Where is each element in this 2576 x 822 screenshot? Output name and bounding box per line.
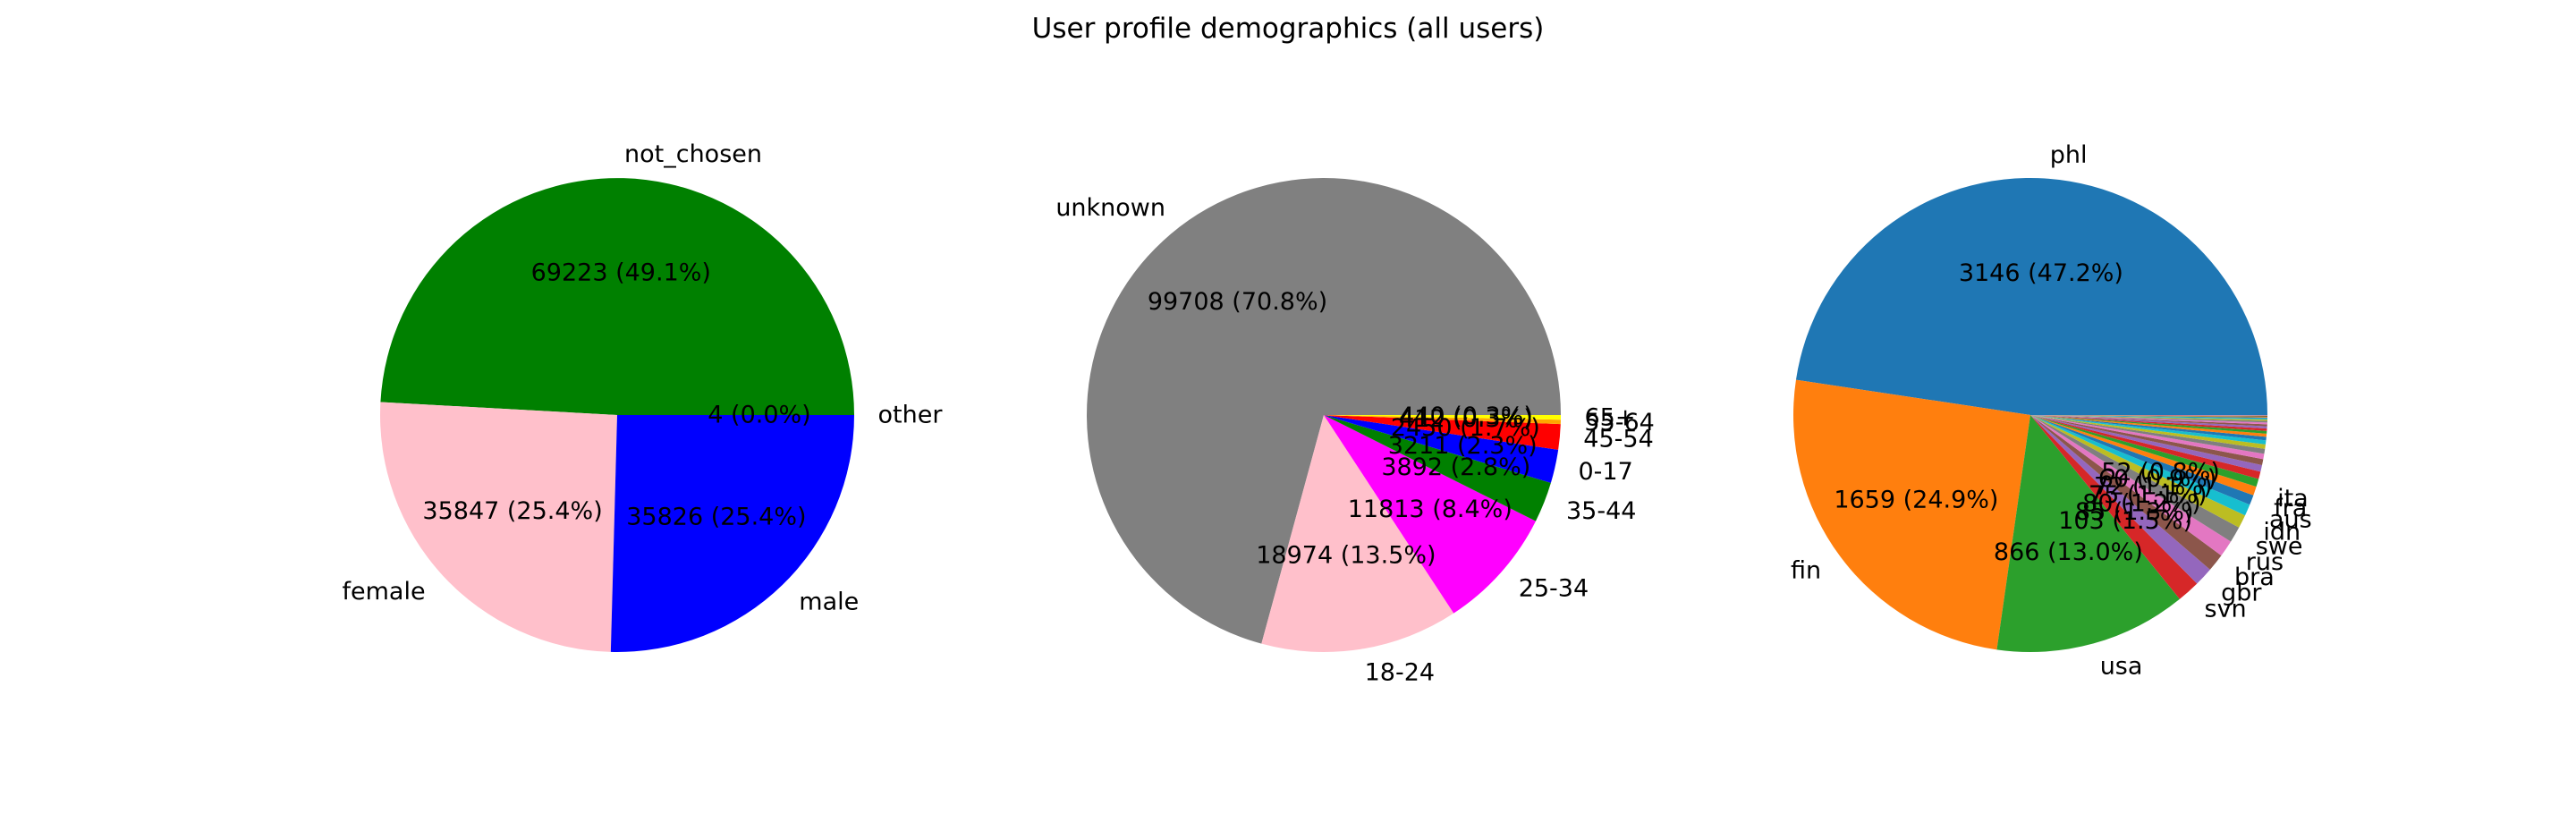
pie-slice-idn: [2030, 415, 2246, 528]
slice-label: idn: [2263, 519, 2301, 547]
pie-slice-item-19: [2030, 415, 2267, 445]
slice-label: 35-44: [1566, 497, 1636, 525]
pie-slice-0-17: [1324, 415, 1559, 483]
slice-label: 65+: [1585, 403, 1636, 431]
pie-slice-item-31: [2030, 415, 2267, 418]
slice-value-label: 75 (1.1%): [2089, 481, 2207, 509]
pie-slice-svn: [2030, 415, 2198, 599]
slice-label: 0-17: [1579, 458, 1633, 486]
pie-slice-item-29: [2030, 415, 2267, 420]
slice-value-label: 35847 (25.4%): [422, 497, 602, 525]
pie-slice-swe: [2030, 415, 2240, 542]
pie-slice-65+: [1324, 415, 1561, 420]
pie-slice-25-34: [1324, 415, 1536, 614]
slice-value-label: 72 (1.1%): [2094, 473, 2213, 501]
slice-value-label: 1659 (24.9%): [1834, 486, 1998, 513]
pie-slice-not_chosen: [380, 178, 854, 415]
pie-slice-item-12: [2030, 415, 2259, 487]
pie-slice-gbr: [2030, 415, 2210, 584]
slice-value-label: 103 (1.5%): [2058, 507, 2192, 535]
slice-label: other: [878, 402, 944, 429]
slice-value-label: 60 (0.9%): [2098, 465, 2217, 493]
slice-value-label: 85 (1.3%): [2075, 498, 2194, 526]
slice-label: ita: [2277, 485, 2309, 513]
pie-slice-item-35: [2030, 415, 2267, 416]
slice-value-label: 99708 (70.8%): [1148, 288, 1327, 316]
slice-label: 45-54: [1583, 426, 1653, 453]
slice-value-label: 11813 (8.4%): [1348, 496, 1513, 523]
pie-slice-item-25: [2030, 415, 2267, 427]
pie-slice-item-26: [2030, 415, 2267, 425]
slice-value-label: 52 (0.8%): [2101, 458, 2220, 486]
slice-label: 25-34: [1519, 574, 1589, 602]
pie-slice-ita: [2030, 415, 2257, 496]
slice-label: usa: [2100, 653, 2143, 681]
pie-slice-55-64: [1324, 415, 1561, 425]
pie-slice-item-13: [2030, 415, 2261, 479]
slice-value-label: 3146 (47.2%): [1959, 259, 2123, 287]
pie-slice-item-16: [2030, 415, 2265, 460]
pie-slice-item-28: [2030, 415, 2267, 421]
slice-label: fin: [1791, 557, 1821, 585]
pie-chart-2: unknown 99708 (70.8%) 18-24 18974 (13.5%) 25…: [1055, 177, 1655, 686]
pie-slice-item-17: [2030, 415, 2266, 454]
pie-slice-item-30: [2030, 415, 2267, 419]
slice-label: aus: [2269, 505, 2312, 533]
slice-value-label: 2450 (1.7%): [1391, 414, 1540, 442]
slice-value-label: 4 (0.0%): [708, 402, 810, 429]
pie-slice-male: [610, 415, 854, 652]
slice-label: 55-64: [1584, 409, 1654, 436]
pie-slice-fra: [2030, 415, 2254, 505]
slice-label: phl: [2050, 141, 2088, 169]
slice-value-label: 440 (0.3%): [1399, 403, 1533, 430]
pie-slice-item-23: [2030, 415, 2267, 431]
slice-label: female: [343, 578, 426, 606]
pie-slice-phl: [1795, 178, 2267, 415]
pie-chart-1: not_chosen 69223 (49.1%) female 35847 (25.4…: [343, 140, 944, 652]
slice-label: 18-24: [1365, 658, 1435, 686]
pie-slice-item-21: [2030, 415, 2267, 437]
pie-slice-item-27: [2030, 415, 2267, 423]
slice-label: fra: [2274, 495, 2307, 522]
pie-slice-18-24: [1261, 415, 1454, 652]
pie-slice-item-24: [2030, 415, 2267, 429]
slice-label: not_chosen: [624, 140, 762, 168]
slice-value-label: 80 (1.2%): [2082, 490, 2201, 518]
pie-slice-35-44: [1324, 415, 1551, 521]
slice-value-label: 35826 (25.4%): [626, 503, 806, 530]
pie-slice-item-36: [2030, 415, 2267, 416]
pie-slice-item-22: [2030, 415, 2267, 434]
pie-slice-rus: [2030, 415, 2232, 556]
figure-title: User profile demographics (all users): [1031, 13, 1545, 45]
slice-value-label: 3211 (2.3%): [1388, 432, 1538, 460]
pie-slice-female: [380, 402, 617, 652]
pie-slice-fin: [1793, 379, 2030, 650]
pie-slice-bra: [2030, 415, 2222, 570]
slice-value-label: 866 (13.0%): [1994, 538, 2143, 566]
pie-chart-3: phl 3146 (47.2%) fin 1659 (24.9%) usa 866 (13…: [1791, 141, 2312, 681]
pie-slice-item-14: [2030, 415, 2263, 472]
pie-slice-item-18: [2030, 415, 2266, 449]
slice-value-label: 18974 (13.5%): [1256, 542, 1436, 570]
slice-label: svn: [2205, 596, 2247, 623]
pie-slice-unknown: [1086, 177, 1561, 644]
slice-label: swe: [2256, 533, 2303, 561]
pie-slice-usa: [1996, 415, 2180, 653]
slice-label: rus: [2246, 548, 2284, 576]
slice-label: unknown: [1055, 194, 1165, 222]
slice-value-label: 69223 (49.1%): [531, 259, 711, 287]
pie-slice-item-33: [2030, 415, 2267, 417]
pie-slice-item-32: [2030, 415, 2267, 418]
slice-value-label: 412 (0.3%): [1399, 405, 1533, 433]
slice-label: bra: [2234, 564, 2275, 591]
pie-slice-item-34: [2030, 415, 2267, 417]
pie-slice-item-15: [2030, 415, 2264, 466]
slice-value-label: 3892 (2.8%): [1381, 453, 1530, 481]
pie-slice-item-20: [2030, 415, 2267, 441]
slice-label: male: [799, 588, 859, 615]
pie-slice-45-54: [1324, 415, 1561, 450]
slice-label: gbr: [2221, 579, 2262, 606]
pie-slice-aus: [2030, 415, 2250, 516]
